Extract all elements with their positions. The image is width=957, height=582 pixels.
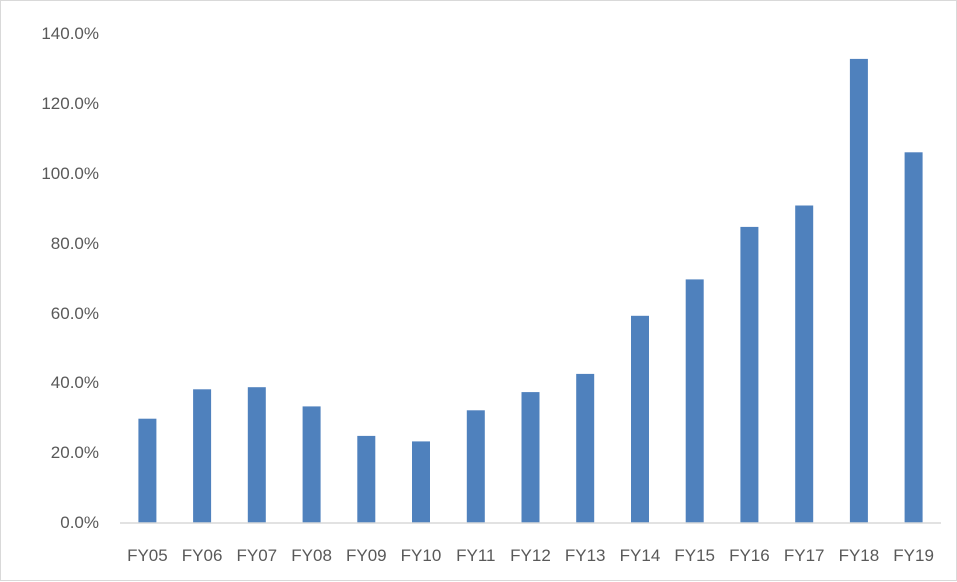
x-tick-label: FY12	[510, 546, 551, 565]
bar-fy11	[466, 410, 485, 523]
bar-fy13	[576, 373, 595, 523]
x-tick-label: FY18	[839, 546, 880, 565]
y-tick-label: 100.0%	[41, 164, 99, 183]
x-tick-label: FY11	[456, 546, 495, 565]
x-tick-label: FY16	[729, 546, 770, 565]
bar-fy18	[849, 58, 868, 524]
bar-fy14	[631, 315, 649, 523]
bar-fy17	[795, 205, 814, 523]
bar-fy19	[904, 152, 923, 524]
bar-fy08	[302, 406, 321, 523]
y-tick-label: 20.0%	[51, 443, 99, 462]
bar-fy05	[138, 418, 157, 523]
x-tick-label: FY07	[236, 546, 277, 565]
x-tick-label: FY17	[784, 546, 825, 565]
x-tick-label: FY05	[127, 546, 168, 565]
bar-fy10	[412, 441, 430, 523]
x-axis: FY05 FY06 FY07 FY08 FY09 FY10 FY11 FY12 FY13 FY14…	[127, 546, 934, 565]
x-tick-label: FY10	[401, 546, 442, 565]
bars-group	[138, 58, 923, 524]
bar-fy12	[521, 392, 540, 523]
y-tick-label: 120.0%	[41, 94, 99, 113]
x-tick-label: FY15	[674, 546, 715, 565]
x-tick-label: FY06	[182, 546, 223, 565]
bar-fy09	[357, 435, 376, 523]
bar-fy16	[740, 226, 759, 523]
bar-fy07	[247, 387, 266, 523]
y-tick-label: 40.0%	[51, 373, 99, 392]
y-tick-label: 140.0%	[41, 24, 99, 43]
x-tick-label: FY09	[346, 546, 387, 565]
y-tick-label: 80.0%	[51, 234, 99, 253]
x-tick-label: FY14	[620, 546, 661, 565]
y-axis: 0.0% 20.0% 40.0% 60.0% 80.0% 100.0% 120.…	[41, 24, 99, 532]
x-tick-label: FY19	[893, 546, 934, 565]
bar-fy06	[193, 389, 212, 523]
x-tick-label: FY08	[291, 546, 332, 565]
bar-fy15	[685, 279, 704, 523]
y-tick-label: 60.0%	[51, 304, 99, 323]
y-tick-label: 0.0%	[60, 513, 99, 532]
x-tick-label: FY13	[565, 546, 606, 565]
